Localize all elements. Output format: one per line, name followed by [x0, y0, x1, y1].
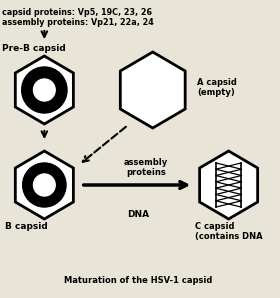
Polygon shape: [120, 52, 185, 128]
Circle shape: [23, 163, 66, 207]
Text: B capsid: B capsid: [5, 222, 48, 231]
Polygon shape: [200, 151, 258, 219]
Text: Pre-B capsid: Pre-B capsid: [2, 44, 66, 53]
Text: C capsid
(contains DNA: C capsid (contains DNA: [195, 222, 263, 241]
Text: DNA: DNA: [127, 210, 149, 219]
Polygon shape: [15, 56, 73, 124]
Text: assembly proteins: Vp21, 22a, 24: assembly proteins: Vp21, 22a, 24: [2, 18, 154, 27]
Circle shape: [22, 67, 67, 113]
Text: assembly
proteins: assembly proteins: [124, 158, 168, 177]
Circle shape: [34, 79, 55, 101]
Polygon shape: [15, 151, 73, 219]
Circle shape: [34, 174, 55, 196]
Text: A capsid
(empty): A capsid (empty): [197, 78, 237, 97]
Text: Maturation of the HSV-1 capsid: Maturation of the HSV-1 capsid: [64, 276, 212, 285]
Text: capsid proteins: Vp5, 19C, 23, 26: capsid proteins: Vp5, 19C, 23, 26: [2, 8, 152, 17]
